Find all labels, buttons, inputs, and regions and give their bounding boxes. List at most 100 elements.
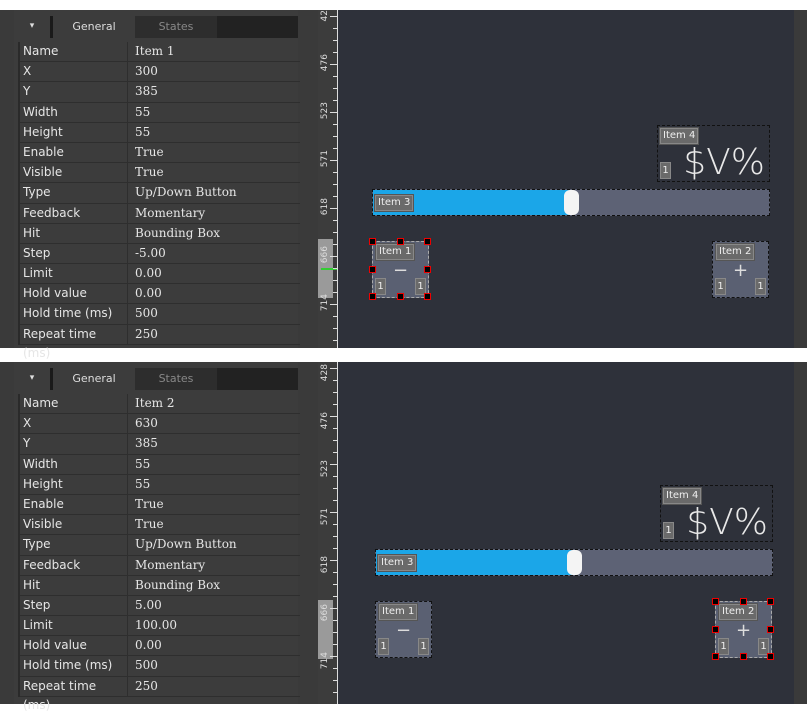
design-canvas[interactable]: Item 4 $V% 1 Item 3 Item 1−1 1 Item 2 +1 1 (338, 10, 794, 348)
tab-general[interactable]: General (53, 368, 135, 390)
item4-label-widget[interactable]: Item 4 $V% 1 (660, 485, 773, 542)
property-value[interactable]: 250 (135, 326, 158, 341)
property-row[interactable]: Visible True (20, 163, 300, 184)
property-value[interactable]: Item 2 (135, 396, 175, 410)
item1-updown-button[interactable]: Item 1−1 1 (375, 601, 432, 658)
property-value[interactable]: True (135, 165, 164, 180)
property-row[interactable]: Limit 0.00 (20, 264, 300, 285)
property-value[interactable]: 100.00 (135, 618, 177, 633)
item1-updown-button[interactable]: Item 1−1 1 (369, 238, 431, 300)
property-row[interactable]: Hit Bounding Box (20, 575, 300, 596)
property-row[interactable]: Type Up/Down Button (20, 183, 300, 204)
property-value[interactable]: Bounding Box (135, 577, 221, 592)
property-value[interactable]: True (135, 496, 164, 511)
property-value[interactable]: 0.00 (135, 286, 162, 301)
property-row[interactable]: Width 55 (20, 102, 300, 123)
property-value[interactable]: 55 (135, 456, 151, 471)
property-row[interactable]: Feedback Momentary (20, 555, 300, 576)
vertical-ruler[interactable]: 42 476 523 571 618 666 714 (318, 10, 338, 348)
resize-handle[interactable] (369, 293, 376, 300)
property-row[interactable]: Feedback Momentary (20, 203, 300, 224)
property-value[interactable]: 500 (135, 306, 158, 321)
property-row[interactable]: X 300 (20, 62, 300, 83)
property-row[interactable]: Type Up/Down Button (20, 535, 300, 556)
item2-updown-button[interactable]: Item 2 +1 1 (712, 598, 774, 660)
resize-handle[interactable] (767, 598, 774, 605)
item4-label-widget[interactable]: Item 4 $V% 1 (657, 125, 770, 182)
property-row[interactable]: Hold time (ms) 500 (20, 304, 300, 325)
resize-handle[interactable] (767, 625, 774, 633)
property-value[interactable]: True (135, 517, 164, 532)
collapse-arrow-icon[interactable]: ▾ (14, 16, 53, 38)
tab-states[interactable]: States (135, 16, 217, 38)
resize-handle[interactable] (739, 598, 747, 605)
property-row[interactable]: Enable True (20, 142, 300, 164)
property-value[interactable]: 300 (135, 64, 158, 79)
resize-handle[interactable] (424, 265, 431, 273)
resize-handle[interactable] (424, 293, 431, 300)
property-row[interactable]: Hold time (ms) 500 (20, 656, 300, 677)
resize-handle[interactable] (712, 598, 719, 605)
property-value[interactable]: 385 (135, 436, 158, 451)
property-value[interactable]: Momentary (135, 205, 206, 220)
resize-handle[interactable] (369, 265, 376, 273)
property-value[interactable]: 0.00 (135, 638, 162, 653)
resize-handle[interactable] (767, 653, 774, 660)
resize-handle[interactable] (396, 293, 404, 300)
property-value[interactable]: True (135, 144, 164, 159)
property-value[interactable]: 55 (135, 476, 151, 491)
property-row[interactable]: Y 385 (20, 82, 300, 103)
property-row[interactable]: Width 55 (20, 454, 300, 475)
design-canvas[interactable]: Item 4 $V% 1 Item 3 Item 1−1 1 Item 2 +1 1 (338, 362, 794, 704)
property-value[interactable]: Bounding Box (135, 225, 221, 240)
item2-updown-button[interactable]: Item 2 +1 1 (712, 241, 769, 298)
property-value[interactable]: 55 (135, 124, 151, 139)
vertical-ruler[interactable]: 428 476 523 571 618 666 714 (318, 362, 338, 704)
property-row[interactable]: Name Item 1 (20, 42, 300, 63)
property-row[interactable]: Name Item 2 (20, 394, 300, 415)
property-row[interactable]: Height 55 (20, 474, 300, 495)
resize-handle[interactable] (712, 653, 719, 660)
property-value[interactable]: 55 (135, 104, 151, 119)
resize-handle[interactable] (712, 625, 719, 633)
property-row[interactable]: Repeat time (ms) 250 (20, 324, 300, 360)
property-row[interactable]: X 630 (20, 414, 300, 435)
property-value[interactable]: 385 (135, 84, 158, 99)
property-value[interactable]: Momentary (135, 557, 206, 572)
item3-slider[interactable]: Item 3 (375, 549, 773, 576)
property-value[interactable]: 500 (135, 658, 158, 673)
property-value[interactable]: Item 1 (135, 44, 175, 58)
ruler-tick (330, 560, 337, 561)
slider-thumb[interactable] (567, 550, 582, 575)
property-row[interactable]: Hold value 0.00 (20, 636, 300, 657)
property-row[interactable]: Repeat time (ms) 250 (20, 676, 300, 712)
property-row[interactable]: Enable True (20, 494, 300, 516)
property-value[interactable]: Up/Down Button (135, 537, 237, 552)
property-value[interactable]: -5.00 (135, 245, 166, 260)
resize-handle[interactable] (424, 238, 431, 245)
ruler-tick (330, 304, 337, 305)
property-row[interactable]: Step -5.00 (20, 243, 300, 265)
property-value[interactable]: 0.00 (135, 266, 162, 281)
property-row[interactable]: Height 55 (20, 122, 300, 143)
property-value[interactable]: 630 (135, 416, 158, 431)
property-row[interactable]: Hold value 0.00 (20, 284, 300, 305)
property-row[interactable]: Step 5.00 (20, 595, 300, 617)
tab-states[interactable]: States (135, 368, 217, 390)
property-value[interactable]: Up/Down Button (135, 185, 237, 200)
property-row[interactable]: Hit Bounding Box (20, 223, 300, 244)
resize-handle[interactable] (369, 238, 376, 245)
resize-handle[interactable] (739, 653, 747, 660)
resize-handle[interactable] (396, 238, 404, 245)
property-value[interactable]: 250 (135, 678, 158, 693)
item3-slider[interactable]: Item 3 (372, 189, 770, 216)
property-row[interactable]: Limit 100.00 (20, 616, 300, 637)
slider-thumb[interactable] (564, 190, 579, 215)
ruler-tick (333, 632, 337, 633)
property-value[interactable]: 5.00 (135, 597, 162, 612)
property-row[interactable]: Y 385 (20, 434, 300, 455)
tab-general[interactable]: General (53, 16, 135, 38)
property-key: Hit (20, 223, 128, 243)
property-row[interactable]: Visible True (20, 515, 300, 536)
collapse-arrow-icon[interactable]: ▾ (14, 368, 53, 390)
